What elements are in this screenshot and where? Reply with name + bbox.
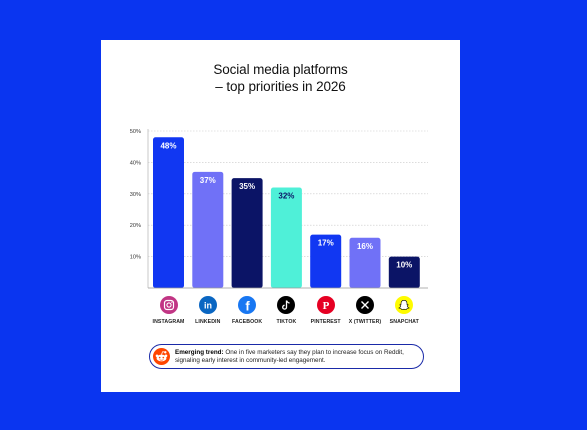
chart-title-line-1: Social media platforms — [213, 62, 348, 77]
tiktok-icon — [277, 296, 296, 314]
instagram-icon — [159, 296, 178, 314]
bar-chart: 10% 20% 30% 40% 50% 48% 37% 35% 32% 17% 16% 10% — [130, 129, 428, 289]
y-tick-label: 40% — [130, 160, 141, 166]
bar-value-label: 48% — [160, 141, 176, 150]
chart-card: Social media platforms – top priorities … — [101, 40, 460, 392]
x-tick-label: TIKTOK — [276, 319, 297, 325]
bar — [192, 171, 224, 288]
chart-title: Social media platforms – top priorities … — [101, 61, 460, 95]
emerging-trend-callout: Emerging trend: One in five marketers sa… — [149, 344, 424, 369]
bar — [270, 187, 302, 288]
x-tick-label: FACEBOOK — [231, 319, 263, 325]
bar-value-label: 16% — [357, 242, 373, 251]
callout-heading: Emerging trend: — [175, 349, 224, 356]
bar-value-label: 17% — [318, 239, 334, 248]
y-tick-label: 10% — [130, 255, 141, 261]
linkedin-icon: in — [198, 296, 217, 314]
bar — [310, 234, 342, 288]
x-tick-label: PINTEREST — [310, 319, 341, 325]
reddit-icon — [153, 348, 170, 365]
y-tick-label: 20% — [130, 223, 141, 229]
bar — [349, 237, 381, 288]
svg-text:in: in — [204, 300, 212, 310]
bar — [231, 178, 263, 288]
bar — [388, 256, 420, 288]
svg-text:f: f — [246, 299, 251, 314]
y-tick-label: 30% — [130, 192, 141, 198]
snapchat-icon — [395, 296, 414, 314]
x-tick-label: INSTAGRAM — [152, 319, 185, 325]
bar-value-label: 10% — [396, 261, 412, 270]
y-tick-label: 50% — [130, 129, 141, 135]
bar — [153, 137, 184, 288]
x-twitter-icon — [356, 296, 374, 314]
chart-title-line-2: – top priorities in 2026 — [215, 79, 346, 94]
x-tick-label: SNAPCHAT — [389, 319, 419, 325]
x-tick-label: LINKEDIN — [195, 319, 221, 325]
svg-text:P: P — [322, 300, 329, 312]
pinterest-icon: P — [316, 296, 335, 314]
bar-value-label: 37% — [200, 176, 216, 185]
bar-value-label: 32% — [278, 192, 294, 201]
bar-value-label: 35% — [239, 182, 255, 191]
callout-text: Emerging trend: One in five marketers sa… — [175, 349, 420, 365]
x-tick-label: X (TWITTER) — [348, 319, 382, 325]
facebook-icon: f — [238, 296, 257, 314]
callout-body: One in five marketers say they plan to i… — [175, 349, 404, 364]
